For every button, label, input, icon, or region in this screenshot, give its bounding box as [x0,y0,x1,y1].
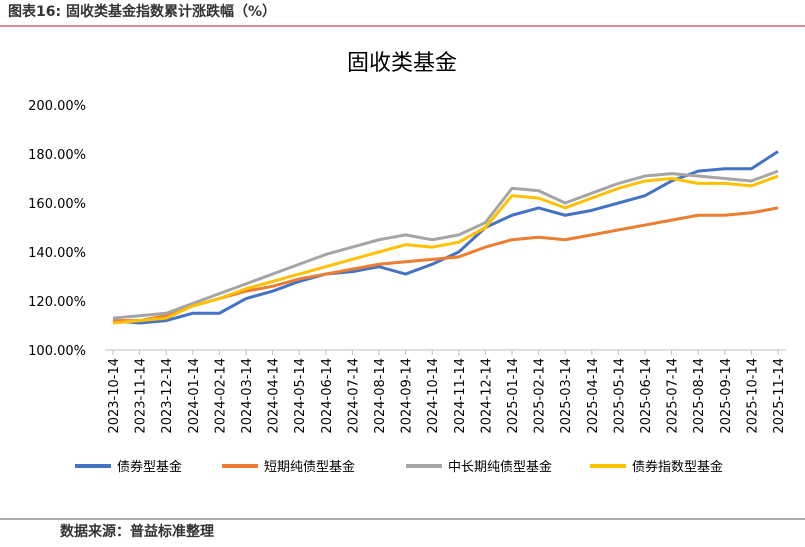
chart-title: 固收类基金 [347,51,457,76]
x-tick-label: 2024-01-14 [187,358,202,434]
x-tick-label: 2023-12-14 [160,358,175,434]
x-tick-label: 2024-02-14 [213,358,228,434]
x-tick-label: 2024-08-14 [373,358,388,434]
y-tick-label: 100.00% [28,344,86,359]
y-tick-label: 160.00% [28,197,86,212]
series-line [113,206,779,323]
x-tick-label: 2025-04-14 [586,358,601,434]
x-tick-label: 2025-02-14 [533,358,548,434]
legend-label: 债券型基金 [117,459,182,475]
legend-label: 中长期纯债型基金 [448,459,552,475]
x-tick-label: 2024-11-14 [453,358,468,434]
x-tick-label: 2024-05-14 [293,358,308,434]
x-tick-label: 2025-03-14 [559,358,574,434]
x-tick-label: 2025-09-14 [719,358,734,434]
series-line [112,174,779,325]
y-tick-label: 120.00% [28,295,86,310]
x-tick-label: 2024-12-14 [479,358,494,434]
x-tick-label: 2023-10-14 [107,358,122,434]
x-tick-label: 2024-03-14 [240,358,255,434]
x-tick-label: 2024-07-14 [346,358,361,434]
x-tick-label: 2025-07-14 [666,358,681,434]
series-line [112,169,779,320]
x-tick-label: 2024-10-14 [426,358,441,434]
legend-label: 债券指数型基金 [632,459,723,475]
y-tick-label: 200.00% [28,99,86,114]
x-tick-label: 2025-08-14 [692,358,707,434]
x-tick-label: 2025-06-14 [639,358,654,434]
y-tick-label: 180.00% [28,148,86,163]
x-tick-label: 2025-11-14 [772,358,787,434]
figure-header: 图表16: 固收类基金指数累计涨跌幅（%） [8,3,276,20]
legend-label: 短期纯债型基金 [264,459,355,475]
x-tick-label: 2024-04-14 [267,358,282,434]
y-tick-label: 140.00% [28,246,86,261]
x-tick-label: 2024-09-14 [400,358,415,434]
x-tick-label: 2024-06-14 [320,358,335,434]
x-tick-label: 2025-01-14 [506,358,521,434]
x-tick-label: 2025-05-14 [612,358,627,434]
x-tick-label: 2023-11-14 [134,358,149,434]
x-tick-label: 2025-10-14 [745,358,760,434]
source-note: 数据来源：普益标准整理 [60,523,214,540]
